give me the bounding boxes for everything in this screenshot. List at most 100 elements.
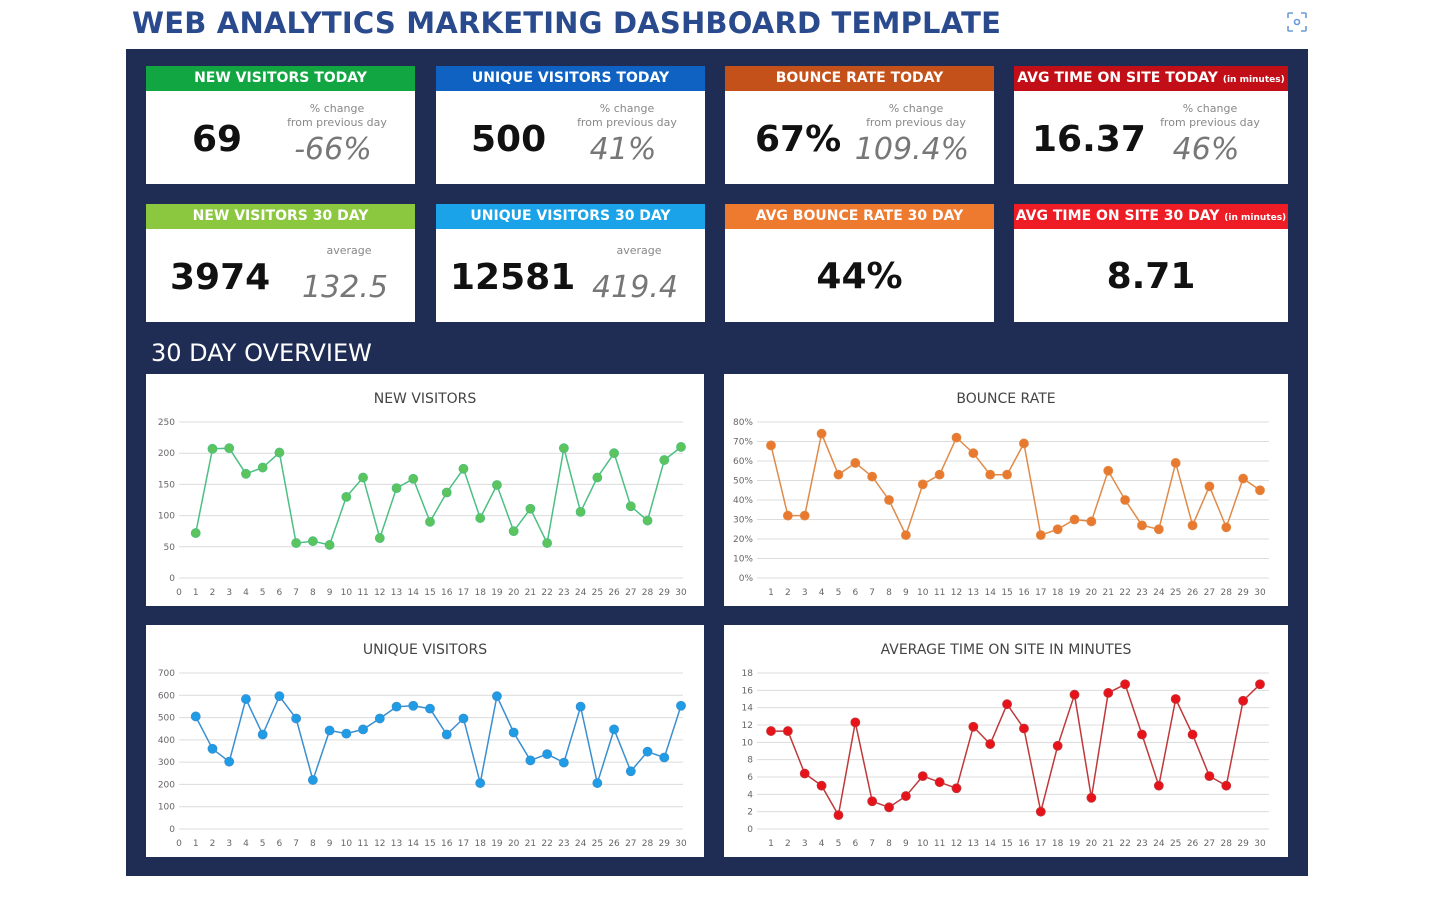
data-point	[542, 538, 553, 548]
x-tick-label: 15	[424, 839, 435, 849]
x-tick-label: 4	[243, 839, 249, 849]
card-avg-bounce-30day: AVG BOUNCE RATE 30 DAY 44%	[725, 204, 994, 322]
x-tick-label: 5	[836, 588, 842, 598]
data-point	[1103, 465, 1114, 476]
card-average: 132.5	[302, 270, 388, 305]
data-point	[224, 443, 235, 454]
y-tick-label: 100	[158, 803, 175, 813]
x-tick-label: 11	[934, 839, 945, 849]
x-tick-label: 19	[1069, 839, 1081, 849]
x-tick-label: 1	[768, 588, 774, 598]
x-tick-label: 16	[1018, 839, 1030, 849]
x-tick-label: 16	[441, 839, 453, 849]
data-point	[900, 791, 911, 801]
card-title: UNIQUE VISITORS TODAY	[471, 70, 670, 86]
x-tick-label: 13	[968, 588, 979, 598]
x-tick-label: 1	[768, 839, 774, 849]
scan-icon[interactable]	[1286, 11, 1308, 33]
data-point	[985, 469, 996, 480]
data-point	[1221, 780, 1232, 791]
y-tick-label: 200	[158, 780, 175, 790]
data-point	[1120, 679, 1131, 690]
x-tick-label: 21	[525, 588, 536, 598]
data-point	[1002, 469, 1012, 480]
y-tick-label: 150	[158, 480, 175, 490]
card-title: UNIQUE VISITORS 30 DAY	[470, 208, 671, 224]
x-tick-label: 22	[1119, 839, 1130, 849]
y-tick-label: 0	[169, 574, 175, 584]
x-tick-label: 3	[802, 588, 808, 598]
x-tick-label: 14	[408, 839, 420, 849]
data-point	[799, 768, 810, 779]
x-tick-label: 17	[458, 839, 469, 849]
data-point	[508, 727, 519, 738]
card-value: 8.71	[1106, 256, 1196, 297]
x-tick-label: 24	[575, 839, 587, 849]
x-tick-label: 26	[608, 588, 620, 598]
card-avg-time-30day: AVG TIME ON SITE 30 DAY (in minutes) 8.7…	[1014, 204, 1288, 322]
x-tick-label: 22	[1119, 588, 1130, 598]
data-point	[458, 713, 469, 724]
x-tick-label: 6	[852, 588, 858, 598]
y-tick-label: 8	[747, 756, 753, 766]
x-tick-label: 3	[226, 839, 232, 849]
data-point	[475, 513, 486, 523]
data-point	[766, 440, 776, 451]
x-tick-label: 15	[1001, 839, 1012, 849]
y-tick-label: 6	[747, 773, 753, 783]
data-point	[1069, 689, 1080, 700]
x-tick-label: 5	[836, 839, 842, 849]
x-tick-label: 0	[176, 588, 182, 598]
card-value: 12581	[450, 257, 576, 298]
y-tick-label: 0	[747, 825, 753, 835]
y-tick-label: 300	[158, 758, 175, 768]
data-point	[625, 766, 636, 777]
card-header: AVG TIME ON SITE TODAY (in minutes)	[1014, 66, 1288, 91]
data-point	[850, 717, 861, 728]
x-tick-label: 5	[260, 839, 266, 849]
chart-title: BOUNCE RATE	[956, 391, 1056, 407]
x-tick-label: 25	[592, 588, 603, 598]
y-tick-label: 70%	[733, 438, 753, 448]
x-tick-label: 23	[558, 839, 569, 849]
card-new-visitors-30day: NEW VISITORS 30 DAY 3974 average 132.5	[146, 204, 415, 322]
x-tick-label: 7	[869, 588, 875, 598]
card-sub: average	[326, 244, 372, 257]
x-tick-label: 10	[917, 588, 929, 598]
data-point	[508, 526, 519, 537]
x-tick-label: 28	[1221, 839, 1233, 849]
data-point	[1019, 438, 1029, 449]
data-point	[475, 778, 486, 788]
data-point	[609, 448, 619, 459]
x-tick-label: 28	[642, 839, 654, 849]
card-title: AVG BOUNCE RATE 30 DAY	[755, 208, 964, 224]
x-tick-label: 27	[625, 839, 636, 849]
card-change: 109.4%	[854, 132, 970, 167]
data-point	[625, 501, 636, 512]
y-tick-label: 10	[742, 738, 754, 748]
y-tick-label: 2	[747, 808, 753, 818]
x-tick-label: 4	[819, 839, 825, 849]
x-tick-label: 18	[1052, 588, 1064, 598]
y-tick-label: 40%	[733, 496, 753, 506]
data-point	[291, 713, 302, 724]
x-tick-label: 8	[310, 588, 316, 598]
card-header: AVG TIME ON SITE 30 DAY (in minutes)	[1014, 204, 1288, 229]
data-point	[408, 700, 419, 711]
x-tick-label: 12	[374, 839, 385, 849]
data-point	[1103, 688, 1114, 698]
x-tick-label: 13	[391, 839, 402, 849]
card-sub: % change from previous day	[1150, 102, 1270, 130]
data-point	[1069, 514, 1080, 525]
data-point	[968, 721, 979, 732]
data-point	[291, 538, 302, 548]
x-tick-label: 3	[802, 839, 808, 849]
x-tick-label: 20	[508, 588, 520, 598]
x-tick-label: 11	[357, 588, 368, 598]
x-tick-label: 25	[1170, 588, 1181, 598]
card-title: BOUNCE RATE TODAY	[775, 70, 944, 86]
y-tick-label: 0%	[739, 574, 754, 584]
data-point	[884, 802, 894, 813]
data-point	[1137, 520, 1147, 531]
